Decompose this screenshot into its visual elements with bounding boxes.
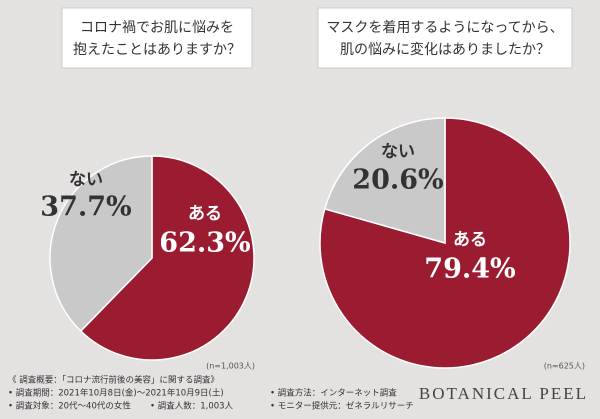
value-label: 62.3% [159, 228, 250, 259]
slice-label: ない [69, 170, 103, 190]
survey-item: • モニター提供元：ゼネラルリサーチ [270, 401, 414, 412]
survey-item: • 調査期間：2021年10月8日(金)～2021年10月9日(土) [8, 388, 224, 399]
question: 肌の悩みに変化はありましたか？ [340, 41, 550, 58]
pie-slice [79, 155, 255, 361]
survey-heading: 《 調査概要：「コロナ流行前後の美容」に関する調査》 [8, 375, 219, 386]
survey-item: • 調査人数：1,003人 [150, 401, 234, 412]
question: 抱えたことはありますか？ [73, 42, 241, 58]
sample-note: (n=1,003人) [206, 362, 255, 371]
question-box [61, 7, 253, 69]
question: マスクを着用するようになってから、 [326, 20, 563, 36]
slice-label: ある [453, 230, 487, 250]
question: コロナ禍でお肌に悩みを [80, 20, 234, 36]
slice-label: ない [381, 142, 415, 162]
slice-label: ある [188, 204, 222, 224]
survey-item: • 調査対象：20代～40代の女性 [8, 401, 131, 412]
pie-slice [49, 155, 153, 333]
survey-item: • 調査方法：インターネット調査 [270, 388, 397, 399]
value-label: 37.7% [40, 192, 131, 223]
brand: BOTANICAL PEEL [419, 384, 588, 403]
sample-note: (n=625人) [544, 362, 585, 371]
value-label: 79.4% [424, 254, 515, 285]
question-box [317, 7, 573, 69]
value-label: 20.6% [352, 165, 443, 196]
pie-slice [323, 117, 446, 244]
